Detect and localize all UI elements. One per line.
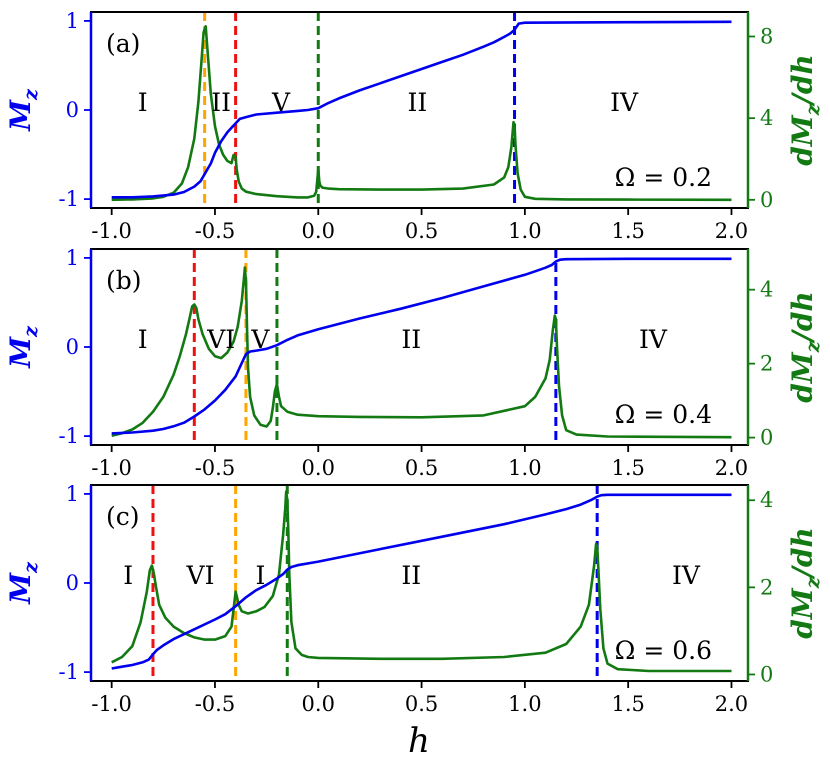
panel-tag: (c) (106, 502, 140, 531)
x-tick-label: 0.5 (405, 219, 438, 243)
omega-label: Ω = 0.4 (615, 400, 712, 429)
region-label: II (408, 88, 428, 117)
left-tick-label: 0 (66, 571, 79, 595)
x-tick-label: 1.5 (611, 692, 644, 716)
panel-tag: (b) (106, 266, 142, 295)
x-tick-label: 0.0 (302, 692, 335, 716)
mz-series-line (111, 493, 732, 670)
panel-c: -1.0 -0.5 0.0 0.5 1.0 1.5 2.0 -1 0 1 0 2 4 Mz dMz/dh (c… (4, 482, 824, 716)
region-label: I (138, 325, 148, 354)
right-tick-label: 8 (760, 25, 773, 49)
x-tick-label: 2.0 (715, 692, 748, 716)
panel-tag: (a) (106, 29, 140, 58)
x-tick-label: 0.0 (302, 456, 335, 480)
y-axis-label-left: Mz (4, 88, 42, 132)
x-axis-label: h (408, 721, 430, 761)
left-tick-label: -1 (59, 187, 79, 211)
dmz-dh-series-line (111, 266, 732, 439)
left-tick-label: 1 (66, 246, 79, 270)
x-tick-label: 1.0 (508, 456, 541, 480)
region-label: I (255, 561, 265, 590)
mz-series-line (111, 257, 732, 435)
x-tick-label: -0.5 (195, 692, 236, 716)
region-label: II (401, 561, 421, 590)
dmz-dh-series-line (111, 490, 732, 673)
right-tick-label: 2 (760, 575, 773, 599)
x-tick-label: -0.5 (195, 456, 236, 480)
x-tick-label: 1.5 (611, 456, 644, 480)
region-label: VI (206, 325, 235, 354)
y-axis-label-left: Mz (4, 325, 42, 369)
right-tick-label: 0 (760, 662, 773, 686)
region-label: I (123, 561, 133, 590)
dmz-dh-series-line (111, 24, 732, 202)
x-tick-label: 2.0 (715, 456, 748, 480)
x-tick-label: -0.5 (195, 219, 236, 243)
omega-label: Ω = 0.6 (615, 636, 712, 665)
x-tick-label: -1.0 (91, 692, 132, 716)
panels-container: -1.0 -0.5 0.0 0.5 1.0 1.5 2.0 -1 0 1 0 4 8 Mz dMz/dh (a… (4, 9, 824, 716)
panel-b: -1.0 -0.5 0.0 0.5 1.0 1.5 2.0 -1 0 1 0 2 4 Mz dMz/dh (b… (4, 246, 824, 480)
x-tick-label: 1.0 (508, 692, 541, 716)
region-label: VI (186, 561, 215, 590)
left-tick-label: 1 (66, 9, 79, 33)
right-tick-label: 4 (760, 488, 773, 512)
right-tick-label: 2 (760, 352, 773, 376)
x-tick-label: 0.5 (405, 456, 438, 480)
region-label: V (250, 325, 270, 354)
right-tick-label: 4 (760, 106, 773, 130)
left-tick-label: 0 (66, 335, 79, 359)
x-tick-label: 0.5 (405, 692, 438, 716)
omega-label: Ω = 0.2 (615, 163, 712, 192)
right-tick-label: 4 (760, 278, 773, 302)
region-label: IV (639, 325, 668, 354)
right-tick-label: 0 (760, 426, 773, 450)
region-label: II (401, 325, 421, 354)
x-tick-label: 0.0 (302, 219, 335, 243)
region-label: I (138, 88, 148, 117)
x-tick-label: 1.5 (611, 219, 644, 243)
left-tick-label: 1 (66, 482, 79, 506)
y-axis-label-right: dMz/dh (786, 54, 824, 166)
x-tick-label: -1.0 (91, 219, 132, 243)
right-tick-label: 0 (760, 188, 773, 212)
region-label: II (211, 88, 231, 117)
left-tick-label: -1 (59, 424, 79, 448)
plot-area (111, 249, 732, 445)
region-label: V (271, 88, 291, 117)
y-axis-label-left: Mz (4, 561, 42, 605)
left-tick-label: -1 (59, 660, 79, 684)
x-tick-label: -1.0 (91, 456, 132, 480)
region-label: IV (610, 88, 639, 117)
plot-area (111, 485, 732, 681)
panel-a: -1.0 -0.5 0.0 0.5 1.0 1.5 2.0 -1 0 1 0 4 8 Mz dMz/dh (a… (4, 9, 824, 243)
plot-area (111, 12, 732, 208)
x-tick-label: 1.0 (508, 219, 541, 243)
left-tick-label: 0 (66, 98, 79, 122)
x-tick-label: 2.0 (715, 219, 748, 243)
mz-series-line (111, 20, 732, 199)
y-axis-label-right: dMz/dh (786, 291, 824, 403)
y-axis-label-right: dMz/dh (786, 527, 824, 639)
region-label: IV (672, 561, 701, 590)
